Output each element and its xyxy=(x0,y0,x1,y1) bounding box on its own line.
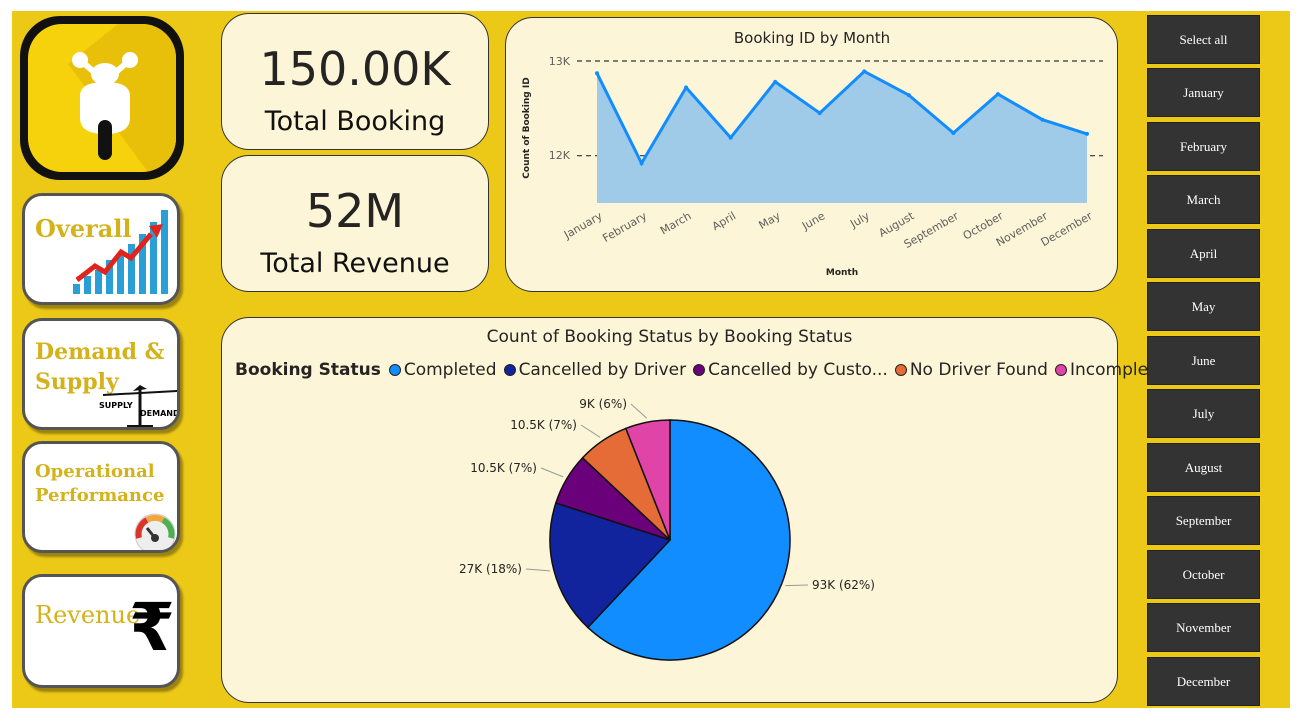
pie-slice-cancelled-by-driver[interactable] xyxy=(549,501,672,629)
x-tick-label: April xyxy=(710,209,738,233)
balance-scale-icon xyxy=(102,385,177,427)
line-chart-ylabel: Count of Booking ID xyxy=(522,77,532,178)
pie-data-label: 10.5K (7%) xyxy=(470,461,537,475)
data-point[interactable] xyxy=(906,93,911,98)
nav-operational-label: Operational Performance xyxy=(35,461,165,506)
nav-demand-supply-label: Demand & Supply xyxy=(35,339,165,395)
slicer-item-may[interactable]: May xyxy=(1147,282,1260,331)
pie-slice-completed[interactable] xyxy=(586,419,791,661)
slicer-item-september[interactable]: September xyxy=(1147,496,1260,545)
pie-legend: Booking Status Completed Cancelled by Dri… xyxy=(235,360,1172,380)
slicer-item-november[interactable]: November xyxy=(1147,603,1260,652)
kpi-total-revenue-label: Total Revenue xyxy=(260,248,450,279)
slicer-item-january[interactable]: January xyxy=(1147,68,1260,117)
kpi-total-booking-value: 150.00K xyxy=(259,42,451,96)
x-tick-label: July xyxy=(847,209,872,231)
data-point[interactable] xyxy=(1040,117,1045,122)
leader-line xyxy=(540,467,564,478)
line-chart-ytick-13k: 13K xyxy=(549,55,571,68)
line-chart-xlabel: Month xyxy=(826,268,858,278)
line-chart-title: Booking ID by Month xyxy=(734,29,890,47)
kpi-total-revenue-card: 52M Total Revenue xyxy=(221,155,489,292)
slicer-select-all[interactable]: Select all xyxy=(1147,15,1260,64)
x-tick-label: May xyxy=(756,209,783,232)
growth-chart-icon xyxy=(73,210,168,294)
kpi-total-booking-card: 150.00K Total Booking xyxy=(221,13,489,150)
legend-item-no-driver-found[interactable]: No Driver Found xyxy=(894,360,1048,380)
legend-label: No Driver Found xyxy=(909,360,1048,380)
legend-item-incomplete[interactable]: Incomplete xyxy=(1054,360,1166,380)
legend-item-cancelled-by-driver[interactable]: Cancelled by Driver xyxy=(503,360,687,380)
leader-line xyxy=(630,403,648,419)
slicer-item-june[interactable]: June xyxy=(1147,336,1260,385)
x-tick-label: February xyxy=(600,209,649,245)
data-point[interactable] xyxy=(862,69,867,74)
line-chart-card: Booking ID by Month 13K 12K Count of Boo… xyxy=(505,17,1118,292)
data-point[interactable] xyxy=(951,130,956,135)
line-chart-ytick-12k: 12K xyxy=(549,149,571,162)
series-line xyxy=(595,69,1088,167)
pie-slice-incomplete[interactable] xyxy=(624,419,671,541)
slicer-item-april[interactable]: April xyxy=(1147,229,1260,278)
data-point[interactable] xyxy=(595,71,599,76)
legend-label: Cancelled by Driver xyxy=(518,360,687,380)
nav-operational-button[interactable]: Operational Performance xyxy=(22,441,180,553)
legend-marker xyxy=(894,364,907,376)
legend-marker xyxy=(503,364,516,376)
nav-overall-label: Overall xyxy=(35,214,132,243)
gauge-icon xyxy=(134,513,176,550)
scooter-icon xyxy=(68,24,176,172)
pie-data-label: 93K (62%) xyxy=(812,578,875,592)
pie-legend-title: Booking Status xyxy=(235,360,381,380)
legend-item-cancelled-by-customer[interactable]: Cancelled by Custo... xyxy=(693,360,888,380)
app-logo xyxy=(20,16,184,180)
pie-data-label: 9K (6%) xyxy=(579,397,627,411)
data-point[interactable] xyxy=(995,92,1000,97)
data-point[interactable] xyxy=(1085,131,1089,136)
pie-data-label: 10.5K (7%) xyxy=(510,418,577,432)
data-point[interactable] xyxy=(639,161,644,166)
slicer-item-august[interactable]: August xyxy=(1147,443,1260,492)
slicer-item-march[interactable]: March xyxy=(1147,175,1260,224)
nav-revenue-button[interactable]: Revenue ₹ xyxy=(22,574,180,688)
nav-revenue-label: Revenue xyxy=(35,601,141,629)
leader-line xyxy=(580,424,601,438)
area-fill xyxy=(597,71,1087,203)
demand-label: DEMAND xyxy=(140,409,180,418)
leader-line xyxy=(525,568,550,572)
pie-chart-card: Count of Booking Status by Booking Statu… xyxy=(221,317,1165,703)
legend-label: Incomplete xyxy=(1069,360,1166,380)
pie-chart-title: Count of Booking Status by Booking Statu… xyxy=(486,327,853,347)
slicer-item-july[interactable]: July xyxy=(1147,389,1260,438)
legend-marker xyxy=(693,364,706,376)
data-point[interactable] xyxy=(728,135,733,140)
legend-item-completed[interactable]: Completed xyxy=(388,360,497,380)
x-tick-label: March xyxy=(658,209,694,237)
slicer-item-december[interactable]: December xyxy=(1147,657,1260,706)
booking-by-month-chart: Booking ID by Month 13K 12K Count of Boo… xyxy=(522,29,1103,278)
kpi-total-revenue-value: 52M xyxy=(305,184,405,238)
kpi-total-booking-label: Total Booking xyxy=(264,106,446,137)
data-point[interactable] xyxy=(773,79,778,84)
legend-label: Cancelled by Custo... xyxy=(708,360,888,380)
legend-marker xyxy=(388,364,401,376)
rupee-icon: ₹ xyxy=(129,589,175,666)
slicer-item-october[interactable]: October xyxy=(1147,550,1260,599)
nav-overall-button[interactable]: Overall xyxy=(22,193,180,305)
leader-line xyxy=(785,584,809,587)
x-tick-label: January xyxy=(561,209,605,242)
legend-label: Completed xyxy=(403,360,497,380)
legend-marker xyxy=(1054,364,1067,376)
data-point[interactable] xyxy=(817,111,822,116)
data-point[interactable] xyxy=(684,85,689,90)
booking-status-pie: 93K (62%)27K (18%)10.5K (7%)10.5K (7%)9K… xyxy=(459,397,875,661)
pie-data-label: 27K (18%) xyxy=(459,562,522,576)
supply-label: SUPPLY xyxy=(99,401,133,410)
x-tick-label: June xyxy=(799,209,827,233)
nav-demand-supply-button[interactable]: Demand & Supply SUPPLY DEMAND xyxy=(22,318,180,430)
x-tick-label: December xyxy=(1039,209,1095,249)
slicer-item-february[interactable]: February xyxy=(1147,122,1260,171)
